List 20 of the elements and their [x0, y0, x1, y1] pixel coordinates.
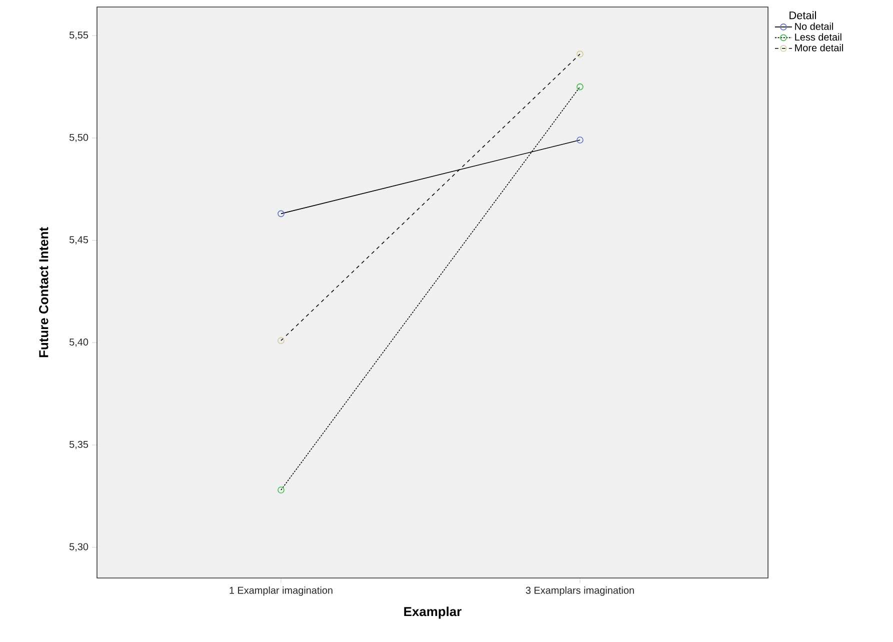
point	[576, 136, 584, 144]
x-tick-label: 1 Examplar imagination	[230, 586, 332, 596]
y-tick-label: 5,50	[69, 134, 88, 142]
legend-label: More detail	[795, 44, 843, 52]
point	[278, 210, 284, 218]
point	[278, 337, 284, 344]
y-tick-label: 5,40	[69, 338, 88, 347]
y-tick-label: 5,45	[69, 236, 88, 244]
point	[576, 50, 584, 58]
legend-label: No detail	[795, 22, 833, 30]
y-tick-label: 5,35	[69, 440, 88, 450]
x-axis-title: Examplar	[404, 606, 462, 619]
legend-title: Detail	[790, 11, 816, 20]
point	[576, 83, 584, 90]
y-axis-title: Future Contact Intent	[39, 227, 48, 358]
x-tick-label: 3 Examplars imagination	[526, 586, 634, 596]
legend-label: Less detail	[795, 33, 842, 41]
y-tick-label: 5,55	[69, 32, 88, 40]
point	[278, 486, 284, 494]
y-tick-label: 5,30	[69, 543, 88, 552]
